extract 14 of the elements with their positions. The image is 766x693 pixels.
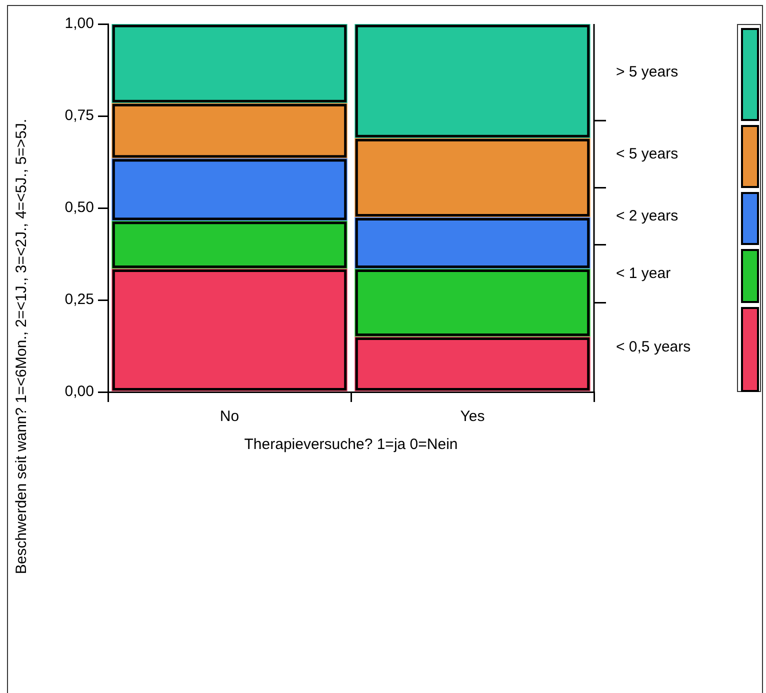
series-label: > 5 years [616,63,678,80]
x-axis-title: Therapieversuche? 1=ja 0=Nein [244,436,458,454]
y-axis-title: Beschwerden seit wann? 1=<6Mon., 2=<1J., 3=<2J., 4=<5J., 5=>5J. [13,118,30,574]
y-tick-label: 0,00 [64,383,94,400]
x-tick-label: Yes [460,408,485,426]
y-tick-label: 0,50 [64,199,94,216]
series-label: < 0,5 years [616,338,691,356]
x-tick-label: No [220,408,240,426]
y-tick-label: 1,00 [64,15,94,32]
y-tick-label: 0,25 [64,291,94,308]
y-tick-label: 0,75 [64,107,94,124]
series-label: < 5 years [616,145,678,162]
series-label: < 2 years [616,207,678,224]
series-label: < 1 year [616,264,671,282]
